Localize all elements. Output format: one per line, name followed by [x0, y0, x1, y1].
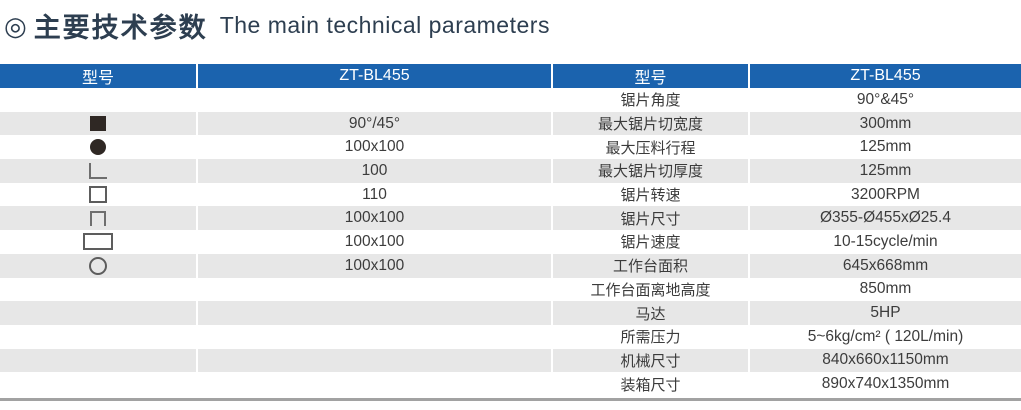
capacity-icon-cell — [0, 324, 198, 349]
table-row: 100x100 锯片尺寸 Ø355-Ø455xØ25.4 — [0, 206, 1021, 231]
title-english: The main technical parameters — [219, 12, 550, 38]
param-value: 840x660x1150mm — [750, 348, 1021, 373]
table-bottom-divider — [0, 397, 1021, 401]
capacity-icon-cell — [0, 372, 198, 396]
param-value: 3200RPM — [750, 182, 1021, 207]
channel-profile-icon — [90, 210, 106, 226]
table-row: 装箱尺寸 890x740x1350mm — [0, 372, 1021, 396]
table-row: 90°/45° 最大锯片切宽度 300mm — [0, 111, 1021, 136]
capacity-icon-cell — [0, 277, 198, 302]
table-row: 马达 5HP — [0, 301, 1021, 325]
capacity-value — [198, 88, 553, 112]
table-row: 100x100 锯片速度 10-15cycle/min — [0, 230, 1021, 254]
capacity-icon-cell — [0, 88, 198, 112]
param-label: 最大锯片切厚度 — [553, 159, 750, 183]
table-row: 100x100 工作台面积 645x668mm — [0, 253, 1021, 278]
capacity-value — [198, 301, 553, 325]
round-bar-profile-icon — [90, 139, 106, 156]
capacity-value: 100x100 — [198, 230, 553, 254]
capacity-icon-cell — [0, 230, 198, 254]
table-row: 工作台面离地高度 850mm — [0, 277, 1021, 302]
param-value: 125mm — [750, 159, 1021, 183]
bullseye-icon: ◎ — [4, 10, 27, 41]
capacity-value: 90°/45° — [198, 111, 553, 136]
title-chinese: 主要技术参数 — [33, 13, 208, 43]
param-label: 工作台面积 — [553, 253, 750, 278]
technical-parameters-table: 型号 ZT-BL455 型号 ZT-BL455 锯片角度 90°&45° 90°… — [0, 64, 1021, 401]
table-row: 锯片角度 90°&45° — [0, 88, 1021, 112]
capacity-icon-cell — [0, 135, 198, 160]
angle-profile-icon — [89, 162, 107, 179]
param-value: 850mm — [750, 277, 1021, 302]
square-tube-profile-icon — [89, 186, 107, 204]
capacity-value: 100x100 — [198, 253, 553, 278]
capacity-value — [198, 277, 553, 302]
table-row: 机械尺寸 840x660x1150mm — [0, 348, 1021, 373]
param-value: 645x668mm — [750, 253, 1021, 278]
capacity-value — [198, 372, 553, 396]
param-label: 机械尺寸 — [553, 348, 750, 373]
table-row: 110 锯片转速 3200RPM — [0, 182, 1021, 207]
capacity-icon-cell — [0, 348, 198, 373]
param-label: 锯片尺寸 — [553, 206, 750, 231]
param-value: 125mm — [750, 135, 1021, 160]
param-label: 锯片转速 — [553, 182, 750, 207]
page-title: ◎ 主要技术参数 The main technical parameters — [4, 6, 550, 45]
param-label: 所需压力 — [553, 324, 750, 349]
capacity-icon-cell — [0, 206, 198, 231]
param-label: 锯片速度 — [553, 230, 750, 254]
param-value: 10-15cycle/min — [750, 230, 1021, 254]
param-value: 5HP — [750, 301, 1021, 325]
capacity-value — [198, 348, 553, 373]
header-model-value-left: ZT-BL455 — [198, 64, 553, 88]
capacity-icon-cell — [0, 159, 198, 183]
capacity-value: 110 — [198, 182, 553, 207]
param-label: 工作台面离地高度 — [553, 277, 750, 302]
pipe-profile-icon — [89, 256, 107, 275]
param-value: 890x740x1350mm — [750, 372, 1021, 396]
header-model-value-right: ZT-BL455 — [750, 64, 1021, 88]
param-label: 装箱尺寸 — [553, 372, 750, 396]
param-label: 马达 — [553, 301, 750, 325]
header-model-label-left: 型号 — [0, 64, 198, 88]
param-label: 锯片角度 — [553, 88, 750, 112]
capacity-icon-cell — [0, 253, 198, 278]
param-value: 5~6kg/cm² ( 120L/min) — [750, 324, 1021, 349]
param-value: 300mm — [750, 111, 1021, 136]
rectangular-tube-profile-icon — [83, 233, 113, 251]
table-row: 100 最大锯片切厚度 125mm — [0, 159, 1021, 183]
capacity-value: 100x100 — [198, 135, 553, 160]
capacity-value: 100x100 — [198, 206, 553, 231]
table-row: 100x100 最大压料行程 125mm — [0, 135, 1021, 160]
capacity-icon-cell — [0, 111, 198, 136]
param-value: Ø355-Ø455xØ25.4 — [750, 206, 1021, 231]
solid-square-profile-icon — [90, 116, 106, 132]
capacity-value: 100 — [198, 159, 553, 183]
param-value: 90°&45° — [750, 88, 1021, 112]
param-label: 最大锯片切宽度 — [553, 111, 750, 136]
table-row: 所需压力 5~6kg/cm² ( 120L/min) — [0, 324, 1021, 349]
capacity-icon-cell — [0, 182, 198, 207]
table-header-row: 型号 ZT-BL455 型号 ZT-BL455 — [0, 64, 1021, 88]
capacity-icon-cell — [0, 301, 198, 325]
capacity-value — [198, 324, 553, 349]
header-model-label-right: 型号 — [553, 64, 750, 88]
param-label: 最大压料行程 — [553, 135, 750, 160]
